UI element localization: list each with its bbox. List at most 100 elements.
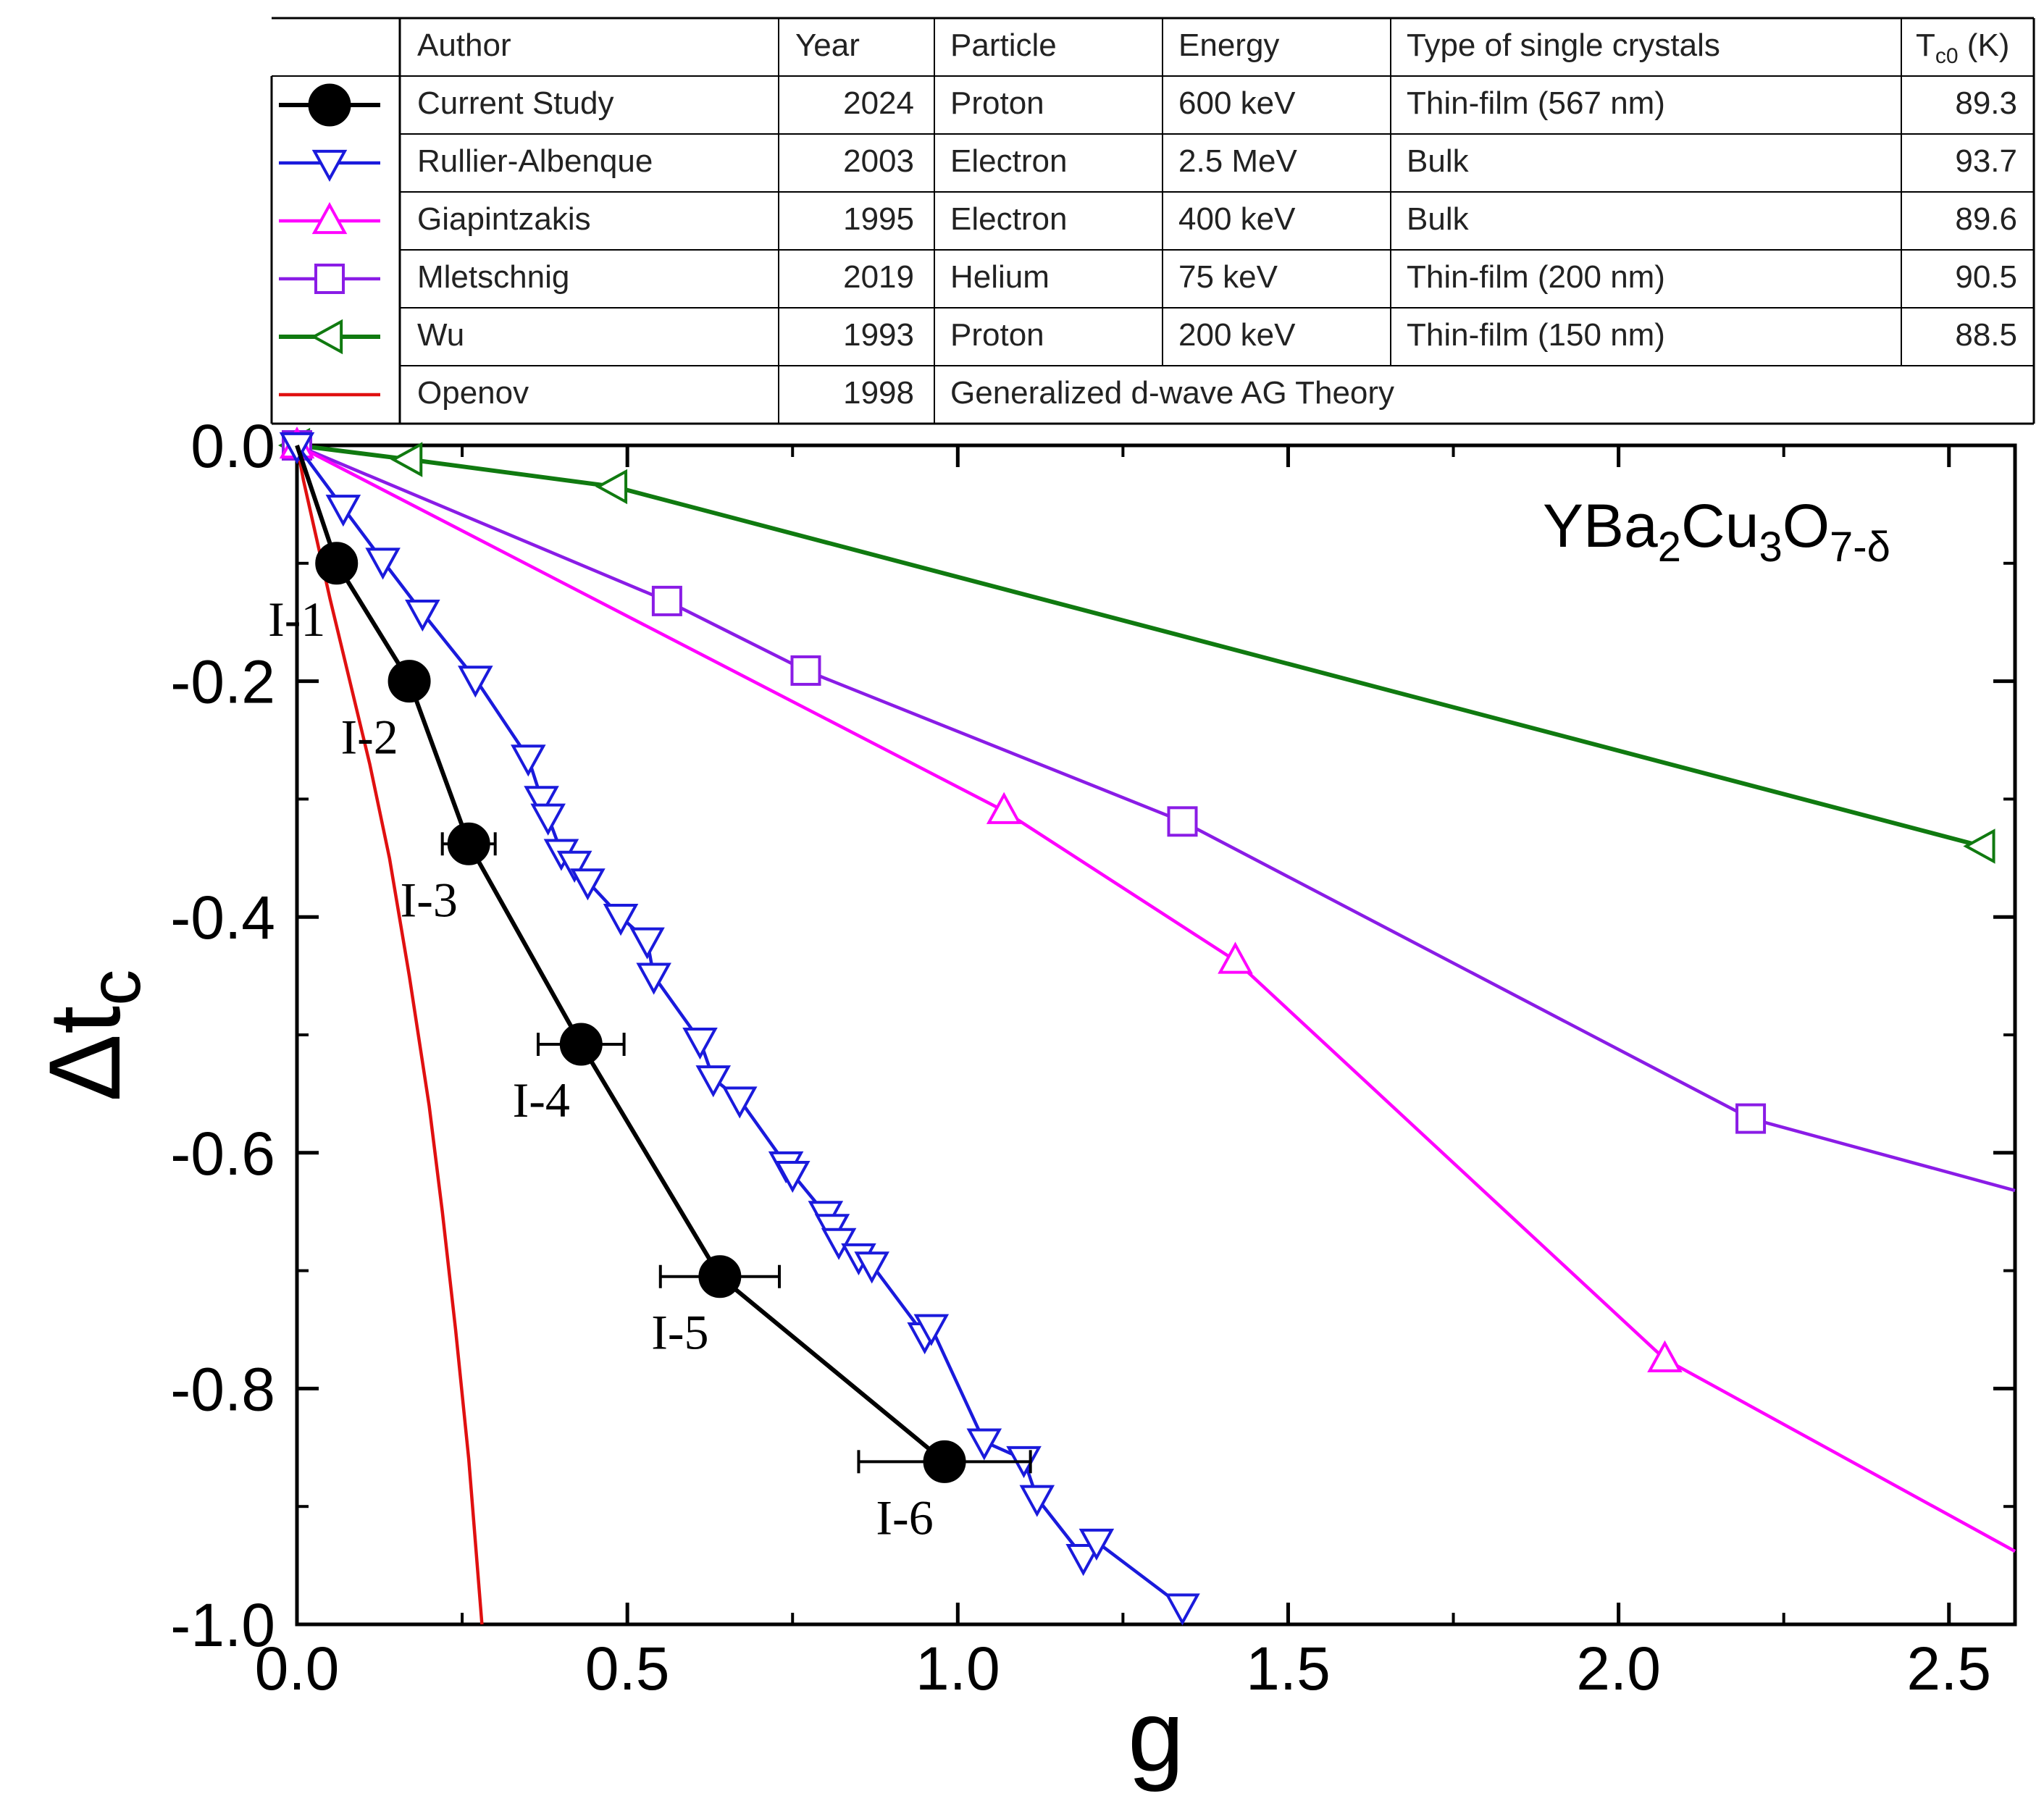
- legend-author: Wu: [417, 317, 464, 353]
- legend-year: 1998: [843, 375, 914, 411]
- data-point: [1078, 1528, 1115, 1561]
- y-tick-label: -1.0: [170, 1591, 275, 1659]
- data-point: [405, 600, 440, 632]
- data-point: [559, 1023, 603, 1066]
- y-tick-label: 0.0: [190, 412, 275, 480]
- data-point: [682, 1027, 718, 1060]
- data-point: [821, 1228, 857, 1260]
- data-point: [923, 1440, 966, 1483]
- legend-particle: Helium: [950, 259, 1050, 295]
- legend-author: Giapintzakis: [417, 201, 591, 237]
- legend-crystal: Bulk: [1407, 143, 1470, 179]
- data-point: [314, 264, 345, 294]
- data-point: [530, 803, 566, 836]
- legend-energy: 75 keV: [1178, 259, 1278, 295]
- legend-year: 2019: [843, 259, 914, 295]
- legend-particle: Electron: [950, 143, 1067, 179]
- x-tick-label: 2.5: [1906, 1635, 1991, 1703]
- data-point: [388, 660, 431, 703]
- data-point: [603, 904, 639, 936]
- y-axis-label-main: Δt: [28, 1006, 141, 1101]
- legend-particle: Electron: [950, 201, 1067, 237]
- legend-particle: Proton: [950, 85, 1044, 121]
- table-header-year: Year: [795, 28, 860, 63]
- y-axis-label-sub: c: [75, 970, 156, 1006]
- data-point: [698, 1255, 742, 1298]
- data-point: [1735, 1103, 1767, 1134]
- data-point: [966, 1428, 1002, 1461]
- series-current-study: I-1 I-2 I-3 I-4 I-5 I-6: [268, 445, 1032, 1545]
- legend-author: Rullier-Albenque: [417, 143, 653, 179]
- y-tick-label: -0.8: [170, 1355, 275, 1423]
- legend-particle: Proton: [950, 317, 1044, 353]
- data-point: [524, 786, 559, 818]
- legend-year: 2024: [843, 85, 914, 121]
- table-header-energy: Energy: [1178, 28, 1279, 63]
- data-point: [511, 744, 546, 777]
- table-header-particle: Particle: [950, 28, 1057, 63]
- legend-row: Giapintzakis 1995 Electron 400 keV Bulk 89.6: [279, 201, 2017, 237]
- x-tick-label: 1.0: [916, 1635, 1000, 1703]
- legend-author: Openov: [417, 375, 529, 411]
- legend-row: Current Study 2024 Proton 600 keV Thin-film …: [279, 83, 2017, 127]
- x-axis-label: g: [1128, 1679, 1184, 1792]
- data-point: [310, 319, 343, 355]
- series-line: [296, 443, 2016, 1193]
- data-point: [311, 201, 348, 235]
- data-point: [1167, 806, 1198, 837]
- series-layer: I-1 I-2 I-3 I-4 I-5 I-6: [268, 426, 2016, 1626]
- table-header-author: Author: [417, 28, 511, 63]
- series-rullier-albenque: [279, 432, 1200, 1626]
- legend-row: Openov 1998 Generalized d-wave AG Theory: [279, 375, 1394, 411]
- data-point: [315, 542, 359, 585]
- x-tick-label: 1.5: [1246, 1635, 1331, 1703]
- data-point: [458, 666, 493, 698]
- series-line: [295, 445, 484, 1625]
- data-point: [651, 585, 682, 616]
- svg-text:Δtc: Δtc: [28, 970, 156, 1101]
- data-point: [311, 149, 348, 182]
- data-point: [556, 850, 592, 883]
- x-tick-label: 0.0: [255, 1635, 340, 1703]
- legend-theory: Generalized d-wave AG Theory: [950, 375, 1394, 411]
- point-label: I-3: [401, 872, 458, 927]
- data-point: [986, 792, 1022, 824]
- data-point: [1019, 1485, 1055, 1517]
- legend-energy: 400 keV: [1178, 201, 1296, 237]
- data-point: [1647, 1340, 1683, 1372]
- legend-energy: 200 keV: [1178, 317, 1296, 353]
- data-point: [721, 1086, 758, 1119]
- x-tick-label: 0.5: [585, 1635, 670, 1703]
- y-tick-label: -0.4: [170, 884, 275, 952]
- data-point: [774, 1160, 811, 1193]
- legend-tc0: 89.3: [1955, 85, 2017, 121]
- x-tick-label: 2.0: [1576, 1635, 1661, 1703]
- point-label: I-2: [340, 710, 398, 765]
- data-point: [636, 962, 671, 995]
- legend-table: Author Year Particle Energy Type of single c…: [270, 17, 2035, 425]
- point-label: I-4: [513, 1073, 570, 1128]
- legend-row: Mletschnig 2019 Helium 75 keV Thin-film (200…: [279, 259, 2017, 295]
- data-point: [325, 495, 361, 527]
- data-point: [913, 1314, 950, 1346]
- series-line: [296, 443, 1983, 849]
- data-point: [1963, 828, 1995, 864]
- legend-energy: 600 keV: [1178, 85, 1296, 121]
- data-point: [1165, 1593, 1200, 1626]
- legend-tc0: 93.7: [1955, 143, 2017, 179]
- data-point: [854, 1251, 889, 1284]
- data-point: [790, 655, 821, 686]
- data-point: [695, 1065, 732, 1098]
- legend-author: Mletschnig: [417, 259, 569, 295]
- legend-crystal: Thin-film (567 nm): [1407, 85, 1665, 121]
- data-point: [1218, 941, 1253, 974]
- series-openov: [295, 445, 484, 1625]
- table-header-tc0: Tc0 (K): [1916, 28, 2009, 68]
- series-line: [295, 445, 947, 1464]
- formula-annotation: YBa2Cu3O7-δ: [1543, 492, 1890, 571]
- data-point: [595, 469, 628, 505]
- legend-tc0: 89.6: [1955, 201, 2017, 237]
- data-point: [1065, 1544, 1101, 1577]
- series-giapintzakis: [279, 426, 2016, 1553]
